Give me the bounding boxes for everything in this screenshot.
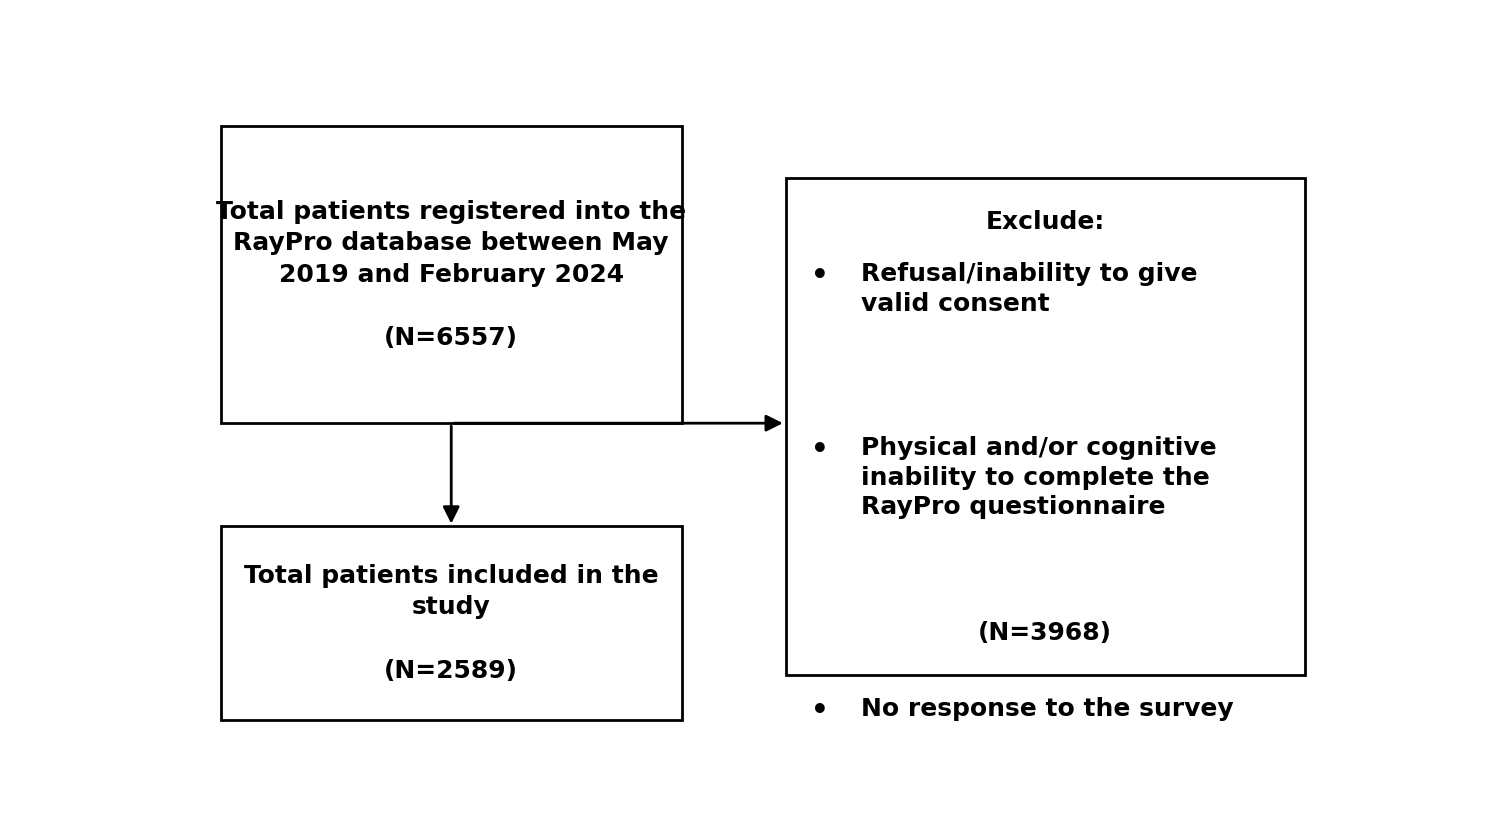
Text: Physical and/or cognitive
inability to complete the
RayPro questionnaire: Physical and/or cognitive inability to c… <box>860 436 1216 520</box>
Text: •: • <box>811 436 829 464</box>
Text: Refusal/inability to give
valid consent: Refusal/inability to give valid consent <box>860 262 1198 316</box>
Bar <box>220 127 682 423</box>
Text: •: • <box>811 262 829 290</box>
Text: •: • <box>811 697 829 726</box>
Text: (N=3968): (N=3968) <box>978 621 1112 645</box>
Text: Total patients included in the
study

(N=2589): Total patients included in the study (N=… <box>244 564 659 683</box>
Text: Exclude:: Exclude: <box>985 210 1104 235</box>
Bar <box>220 526 682 720</box>
Bar <box>786 178 1305 675</box>
Text: No response to the survey: No response to the survey <box>860 697 1234 722</box>
Text: Total patients registered into the
RayPro database between May
2019 and February: Total patients registered into the RayPr… <box>216 199 686 350</box>
